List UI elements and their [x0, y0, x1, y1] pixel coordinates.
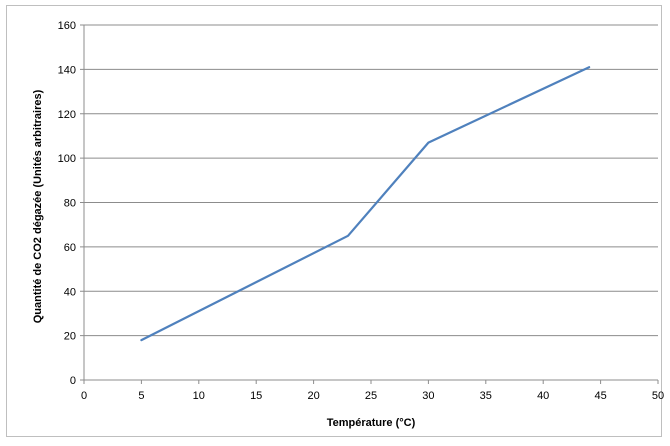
- x-tick-label: 15: [250, 390, 262, 402]
- x-tick-label: 45: [594, 390, 606, 402]
- x-tick-label: 25: [365, 390, 377, 402]
- x-tick-labels: 0 5 10 15 20 25 30 35 40 45 50: [81, 390, 664, 402]
- x-tick-label: 20: [307, 390, 319, 402]
- y-tick-label: 60: [64, 242, 76, 254]
- y-axis-title: Quantité de CO2 dégazée (Unités arbitrai…: [32, 89, 44, 323]
- x-tick-label: 35: [480, 390, 492, 402]
- y-tick-label: 160: [58, 20, 76, 32]
- y-tick-label: 20: [64, 331, 76, 343]
- chart-frame: [6, 5, 662, 437]
- y-tick-label: 40: [64, 286, 76, 298]
- x-tick-label: 30: [422, 390, 434, 402]
- x-axis-title: Température (°C): [327, 417, 416, 429]
- series-line: [140, 66, 591, 342]
- axes: [80, 24, 659, 384]
- x-tick-label: 5: [138, 390, 144, 402]
- x-tick-label: 10: [193, 390, 205, 402]
- x-tick-label: 0: [81, 390, 87, 402]
- x-tick-label: 50: [652, 390, 664, 402]
- y-tick-label: 80: [64, 198, 76, 210]
- series-layer: [140, 66, 591, 342]
- y-tick-label: 120: [58, 109, 76, 121]
- y-tick-labels: 0 20 40 60 80 100 120 140 160: [58, 20, 76, 387]
- y-tick-label: 0: [70, 375, 76, 387]
- y-tick-label: 100: [58, 153, 76, 165]
- x-tick-label: 40: [537, 390, 549, 402]
- gridlines: [84, 24, 658, 337]
- y-tick-label: 140: [58, 64, 76, 76]
